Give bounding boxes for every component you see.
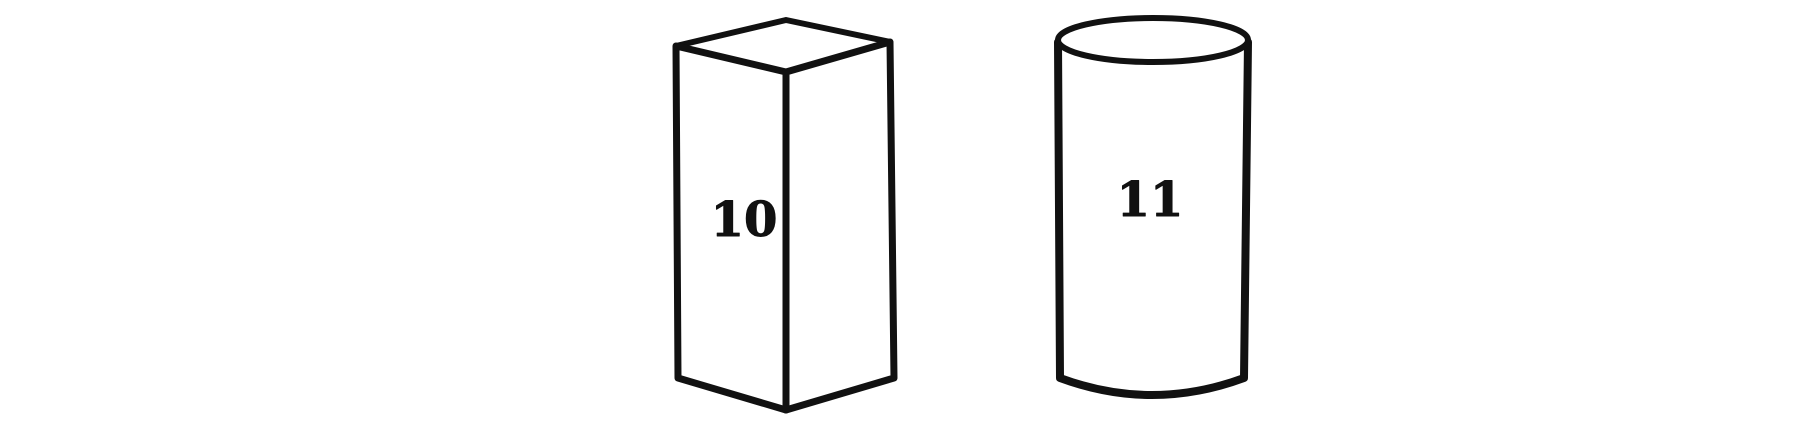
prism-right-face: [782, 38, 898, 414]
cylinder-body: [1054, 38, 1252, 399]
cylinder: 11: [1054, 15, 1252, 399]
rectangular-prism: 10: [672, 17, 898, 414]
cylinder-top-ellipse: [1055, 15, 1251, 65]
cylinder-label: 11: [1117, 172, 1184, 228]
prism-label: 10: [711, 192, 778, 248]
